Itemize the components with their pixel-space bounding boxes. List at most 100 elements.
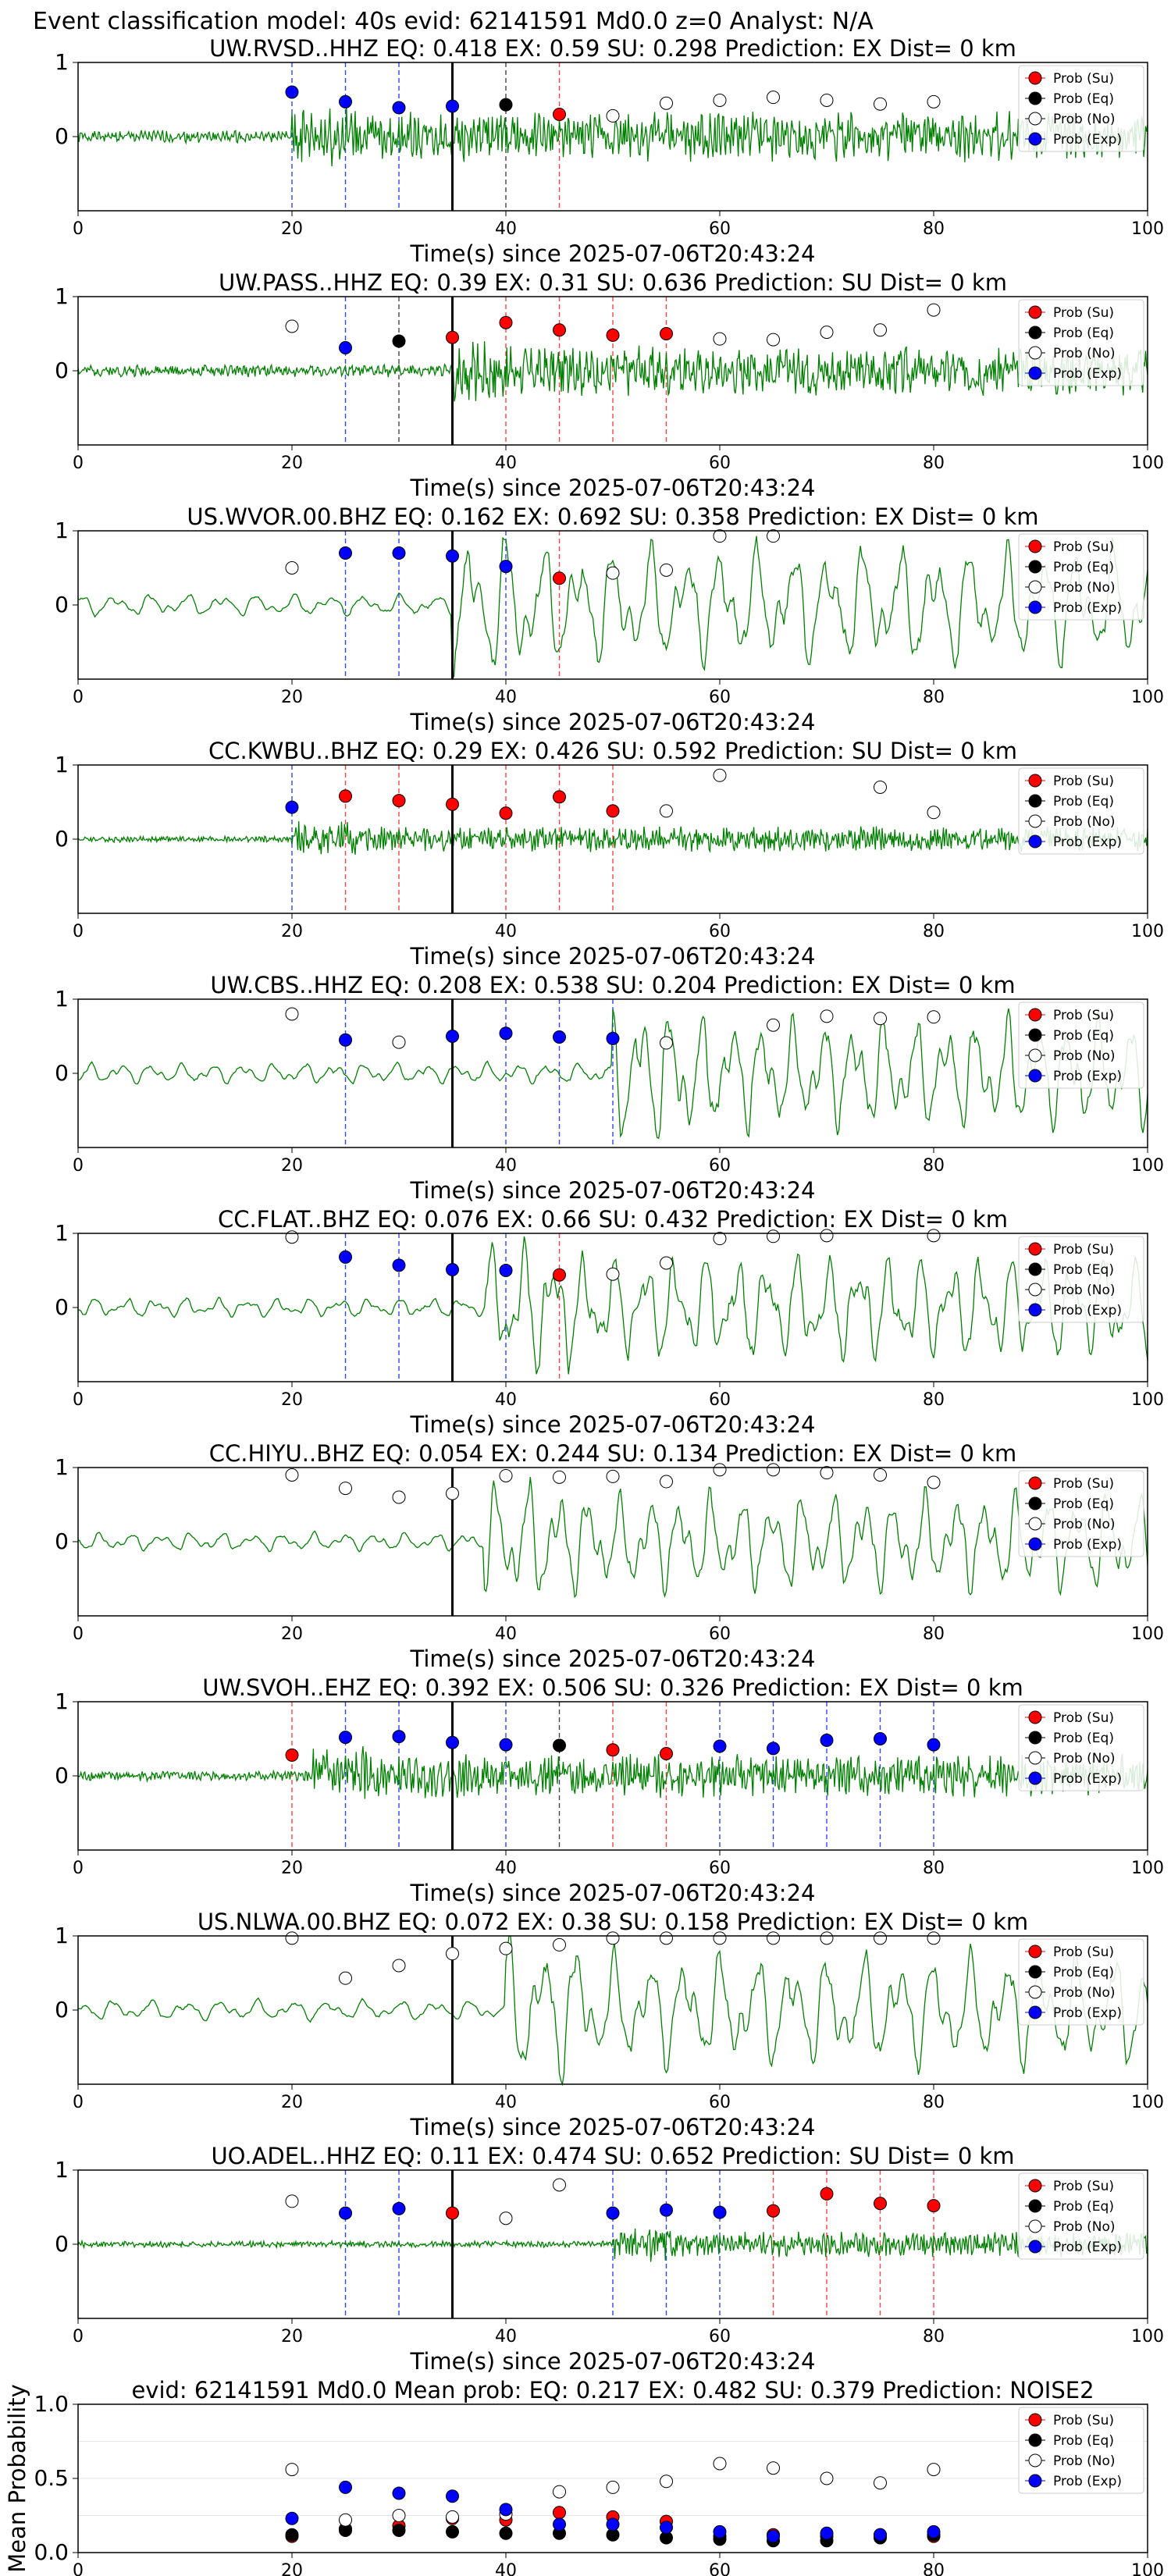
legend-marker (1028, 305, 1042, 319)
x-tick-label: 0 (73, 1156, 84, 1176)
x-tick-label: 80 (923, 219, 945, 239)
prob-point-no (713, 1232, 727, 1246)
prob-point-su (446, 2206, 459, 2220)
mean-point-no (392, 2509, 406, 2522)
x-tick-label: 20 (281, 1156, 303, 1176)
legend-marker (1028, 91, 1042, 105)
legend-marker (1028, 326, 1042, 340)
y-tick-label: 0 (55, 1294, 69, 1320)
legend-marker (1028, 112, 1042, 126)
legend: Prob (Su) Prob (Eq) Prob (No) Prob (Exp) (1018, 2172, 1144, 2260)
x-tick-label: 40 (495, 219, 517, 239)
axes-frame (77, 530, 1148, 680)
legend-frame (1018, 65, 1144, 152)
y-axis-label: Mean Probability (4, 2384, 30, 2573)
prob-point-exp (874, 1732, 887, 1745)
waveform-trace (77, 821, 1148, 855)
y-tick-label: 0 (55, 1528, 69, 1554)
prob-point-exp (606, 2206, 620, 2220)
prob-point-su (927, 2199, 941, 2213)
prob-point-su (660, 327, 673, 340)
x-tick-label: 100 (1131, 2093, 1164, 2112)
legend-label-no: Prob (No) (1053, 580, 1116, 596)
legend-label-exp: Prob (Exp) (1053, 834, 1122, 850)
x-tick-label: 100 (1131, 2327, 1164, 2347)
mean-point-no (874, 2476, 887, 2490)
x-tick-label: 20 (281, 1390, 303, 1410)
prob-point-no (820, 1009, 834, 1023)
panel-3: CC.KWBU..BHZ EQ: 0.29 EX: 0.426 SU: 0.59… (55, 738, 1164, 970)
y-tick-label: 1 (55, 1923, 69, 1948)
prob-point-exp (392, 1730, 406, 1744)
legend-frame (1018, 2407, 1144, 2494)
waveform-trace (77, 1935, 1148, 2087)
x-axis-label: Time(s) since 2025-07-06T20:43:24 (410, 1880, 816, 1906)
waveform-trace (77, 102, 1148, 167)
legend-marker (1028, 774, 1042, 788)
x-tick-label: 60 (709, 1859, 731, 1878)
legend-marker (1028, 2474, 1042, 2488)
prob-point-su (446, 797, 459, 811)
prob-point-exp (446, 1030, 459, 1043)
prob-point-no (874, 1468, 887, 1482)
legend: Prob (Su) Prob (Eq) Prob (No) Prob (Exp) (1018, 299, 1144, 386)
legend-marker (1028, 1517, 1042, 1531)
x-tick-label: 40 (495, 1859, 517, 1878)
prob-point-no (392, 1035, 406, 1049)
prob-point-su (553, 108, 566, 121)
prob-point-no (285, 1468, 299, 1482)
prob-point-exp (553, 1030, 566, 1044)
prob-point-exp (339, 546, 352, 560)
mean-point-no (285, 2463, 299, 2477)
legend-marker (1028, 2453, 1042, 2467)
prob-point-exp (446, 549, 459, 563)
legend-label-eq: Prob (Eq) (1053, 2433, 1114, 2449)
y-tick-label: 0 (55, 1763, 69, 1788)
legend-label-su: Prob (Su) (1053, 2179, 1114, 2194)
prob-point-no (660, 1475, 673, 1489)
x-tick-label: 60 (709, 1390, 731, 1410)
mean-point-exp (606, 2517, 620, 2532)
x-tick-label: 100 (1131, 922, 1164, 941)
x-tick-label: 0 (73, 2327, 84, 2347)
mean-point-exp (820, 2526, 834, 2540)
prob-point-no (660, 1931, 673, 1945)
legend-marker (1028, 1476, 1042, 1490)
x-tick-label: 100 (1131, 1156, 1164, 1176)
y-tick-label: 0.5 (34, 2465, 69, 2491)
panel-9: UO.ADEL..HHZ EQ: 0.11 EX: 0.474 SU: 0.65… (55, 2143, 1164, 2375)
prob-point-exp (499, 1264, 513, 1277)
prob-point-no (606, 1931, 620, 1945)
panel-title: UO.ADEL..HHZ EQ: 0.11 EX: 0.474 SU: 0.65… (211, 2143, 1014, 2169)
panel-7: UW.SVOH..EHZ EQ: 0.392 EX: 0.506 SU: 0.3… (55, 1674, 1164, 1906)
legend-label-no: Prob (No) (1053, 112, 1116, 127)
y-tick-label: 0 (55, 123, 69, 149)
legend-marker (1028, 1283, 1042, 1297)
legend-frame (1018, 1236, 1144, 1323)
legend-marker (1028, 560, 1042, 574)
prob-point-no (339, 1971, 352, 1985)
prob-point-no (820, 1466, 834, 1480)
x-tick-label: 60 (709, 1624, 731, 1644)
y-tick-label: 0.0 (34, 2539, 69, 2565)
prob-point-no (820, 1931, 834, 1945)
prob-point-exp (392, 101, 406, 115)
panel-title: US.NLWA.00.BHZ EQ: 0.072 EX: 0.38 SU: 0.… (198, 1909, 1028, 1935)
prob-point-no (285, 1931, 299, 1945)
legend: Prob (Su) Prob (Eq) Prob (No) Prob (Exp) (1018, 533, 1144, 621)
mean-point-eq (446, 2524, 459, 2539)
x-tick-label: 40 (495, 1390, 517, 1410)
x-tick-label: 0 (73, 1390, 84, 1410)
prob-point-exp (767, 1742, 780, 1756)
x-tick-label: 20 (281, 2327, 303, 2347)
prob-point-su (553, 1268, 566, 1282)
legend-marker (1028, 1731, 1042, 1745)
legend-marker (1028, 1303, 1042, 1317)
legend-label-eq: Prob (Eq) (1053, 1965, 1114, 1980)
x-tick-label: 100 (1131, 1859, 1164, 1878)
legend-frame (1018, 1470, 1144, 1557)
legend-marker (1028, 814, 1042, 828)
x-tick-label: 80 (923, 2093, 945, 2112)
panel-title: UW.RVSD..HHZ EQ: 0.418 EX: 0.59 SU: 0.29… (209, 35, 1016, 62)
mean-point-exp (446, 2489, 459, 2503)
